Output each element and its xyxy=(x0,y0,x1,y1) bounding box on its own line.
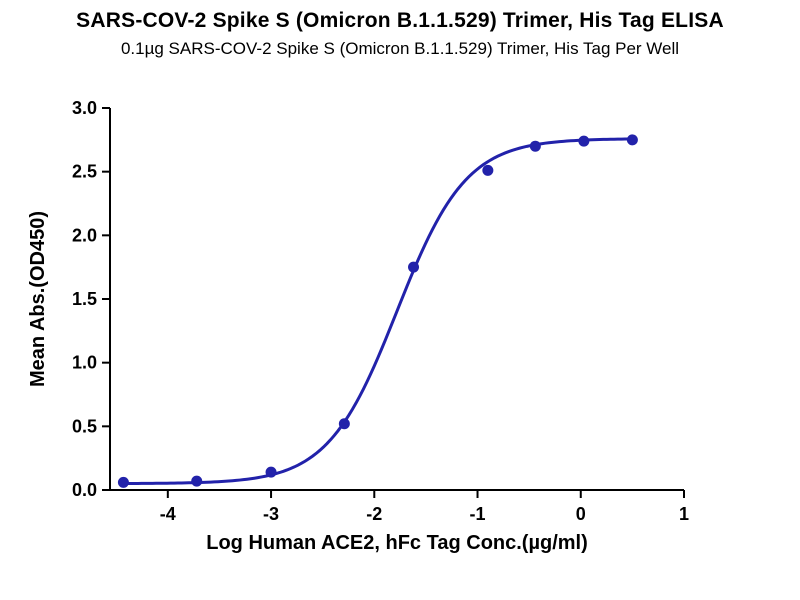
data-point xyxy=(529,140,541,152)
y-tick-label: 3.0 xyxy=(72,98,97,118)
data-point xyxy=(482,165,494,177)
data-point xyxy=(191,475,203,487)
data-point xyxy=(578,135,590,147)
x-tick-label: 1 xyxy=(679,504,689,524)
x-axis-label: Log Human ACE2, hFc Tag Conc.(µg/ml) xyxy=(206,532,588,554)
x-tick-label: -3 xyxy=(263,504,279,524)
data-point xyxy=(117,477,129,489)
y-tick-label: 0.5 xyxy=(72,417,97,437)
y-tick-label: 1.5 xyxy=(72,289,97,309)
elisa-dose-response-chart: Log Human ACE2, hFc Tag Conc.(µg/ml) Mea… xyxy=(27,98,689,554)
x-tick-label: -4 xyxy=(160,504,176,524)
y-tick-label: 2.0 xyxy=(72,226,97,246)
data-point xyxy=(265,466,277,478)
y-tick-label: 0.0 xyxy=(72,480,97,500)
chart-title: SARS-COV-2 Spike S (Omicron B.1.1.529) T… xyxy=(76,9,724,32)
data-point xyxy=(626,134,638,146)
data-point xyxy=(338,418,350,430)
fitted-curve xyxy=(121,137,634,486)
x-tick-label: -1 xyxy=(470,504,486,524)
y-axis-label: Mean Abs.(OD450) xyxy=(27,211,49,387)
chart-header: SARS-COV-2 Spike S (Omicron B.1.1.529) T… xyxy=(0,0,800,59)
x-tick-label: -2 xyxy=(366,504,382,524)
y-tick-label: 2.5 xyxy=(72,162,97,182)
data-point xyxy=(408,261,420,273)
y-tick-label: 1.0 xyxy=(72,353,97,373)
x-tick-label: 0 xyxy=(576,504,586,524)
chart-subtitle: 0.1µg SARS-COV-2 Spike S (Omicron B.1.1.… xyxy=(120,39,680,59)
